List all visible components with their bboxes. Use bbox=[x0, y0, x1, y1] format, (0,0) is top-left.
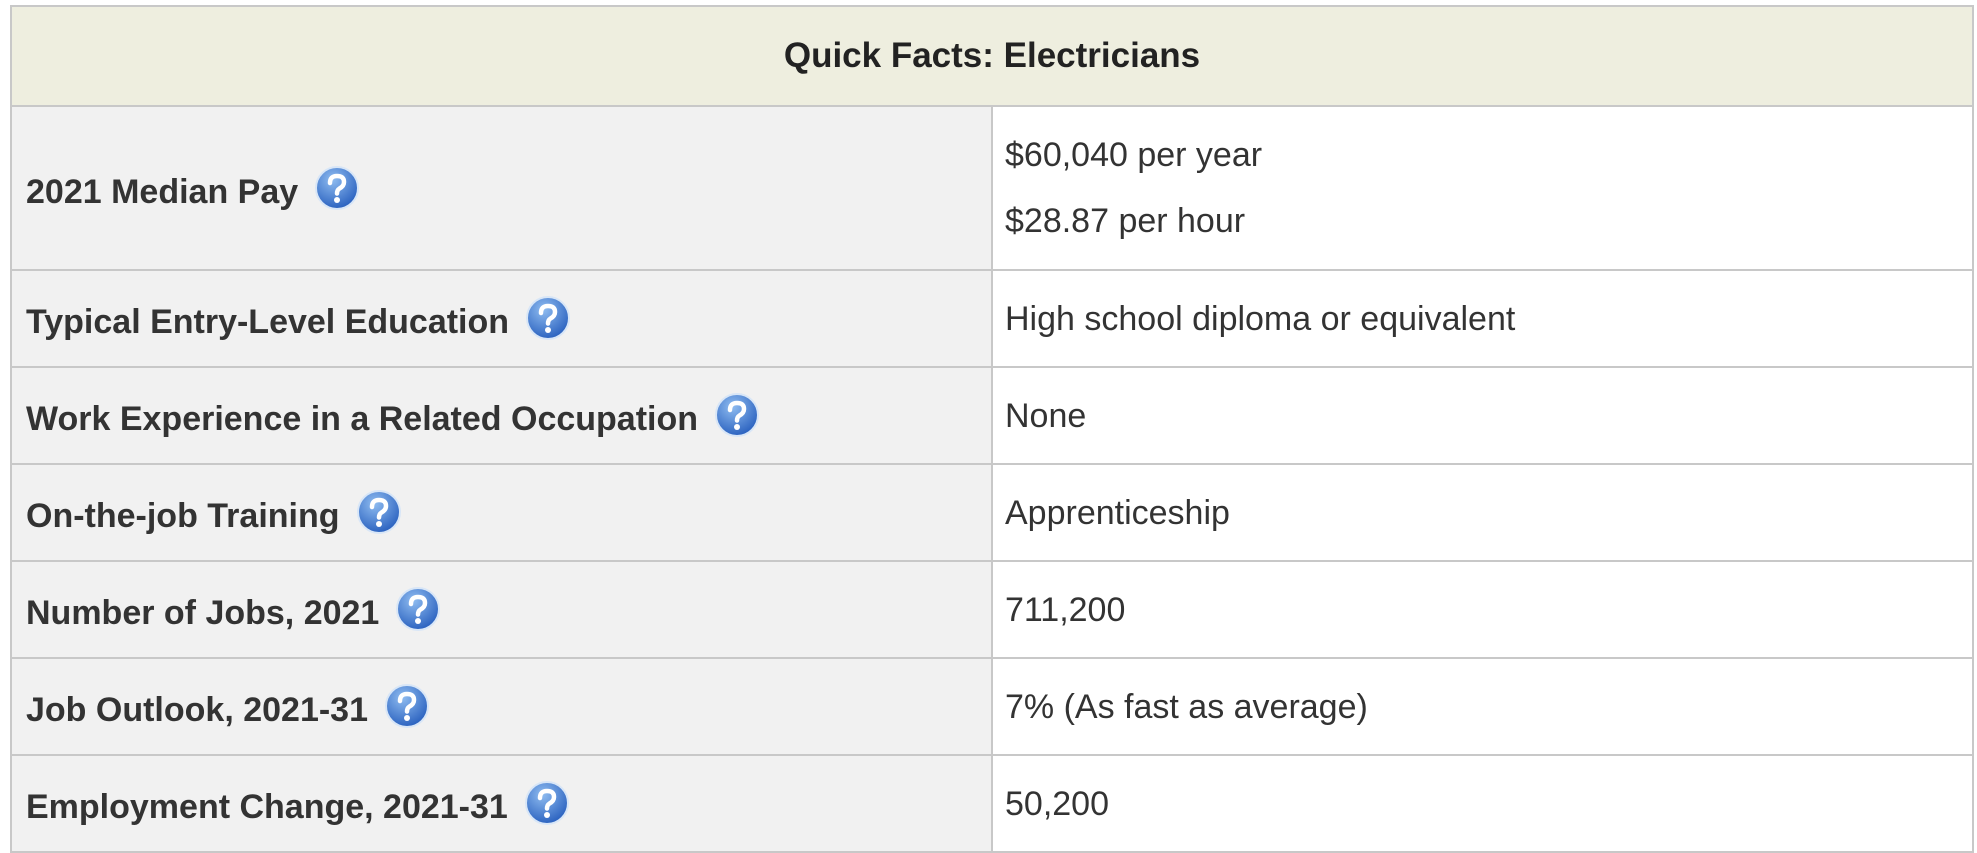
fact-value: 50,200 bbox=[1005, 784, 1109, 823]
fact-label-cell: Number of Jobs, 2021 bbox=[10, 560, 993, 659]
fact-label: 2021 Median Pay bbox=[26, 172, 299, 211]
facts-table: Quick Facts: Electricians 2021 Median Pa… bbox=[10, 5, 1974, 853]
fact-label: On-the-job Training bbox=[26, 497, 340, 535]
fact-value-cell: $60,040 per year $28.87 per hour bbox=[991, 105, 1974, 271]
help-icon[interactable] bbox=[314, 165, 360, 211]
fact-label: Typical Entry-Level Education bbox=[26, 303, 510, 341]
fact-label-cell: Job Outlook, 2021-31 bbox=[10, 657, 993, 756]
help-icon[interactable] bbox=[714, 392, 760, 438]
fact-label-cell: On-the-job Training bbox=[10, 463, 993, 562]
fact-label-cell: Employment Change, 2021-31 bbox=[10, 754, 993, 853]
fact-row: Job Outlook, 2021-31 7% (As fast as avera… bbox=[10, 657, 1974, 756]
fact-row: 2021 Median Pay $60,040 per year $28.87 pe… bbox=[10, 105, 1974, 271]
fact-label: Job Outlook, 2021-31 bbox=[26, 691, 368, 729]
fact-value: Apprenticeship bbox=[1005, 493, 1230, 532]
fact-label: Employment Change, 2021-31 bbox=[26, 788, 508, 826]
fact-label: Work Experience in a Related Occupation bbox=[26, 400, 699, 438]
quick-facts: Quick Facts: Electricians 2021 Median Pa… bbox=[10, 5, 1974, 853]
fact-value: None bbox=[1005, 396, 1087, 435]
fact-value: $28.87 per hour bbox=[1005, 202, 1246, 240]
fact-row: Number of Jobs, 2021 711,200 bbox=[10, 560, 1974, 659]
fact-value: High school diploma or equivalent bbox=[1005, 299, 1516, 338]
fact-label-cell: Work Experience in a Related Occupation bbox=[10, 366, 993, 465]
fact-value-cell: Apprenticeship bbox=[991, 463, 1974, 562]
help-icon[interactable] bbox=[395, 586, 441, 632]
fact-value-cell: None bbox=[991, 366, 1974, 465]
fact-value-cell: 7% (As fast as average) bbox=[991, 657, 1974, 756]
help-icon[interactable] bbox=[525, 295, 571, 341]
fact-row: Employment Change, 2021-31 50,200 bbox=[10, 754, 1974, 853]
fact-value: $60,040 per year bbox=[1005, 136, 1263, 174]
fact-row: Typical Entry-Level Education High school… bbox=[10, 269, 1974, 368]
fact-value: 711,200 bbox=[1005, 590, 1126, 629]
help-icon[interactable] bbox=[356, 489, 402, 535]
fact-label: Number of Jobs, 2021 bbox=[26, 594, 380, 632]
help-icon[interactable] bbox=[524, 780, 570, 826]
fact-row: Work Experience in a Related Occupation N… bbox=[10, 366, 1974, 465]
header-row: Quick Facts: Electricians bbox=[10, 5, 1974, 107]
fact-value-cell: 50,200 bbox=[991, 754, 1974, 853]
fact-value-cell: 711,200 bbox=[991, 560, 1974, 659]
table-title: Quick Facts: Electricians bbox=[10, 5, 1974, 107]
fact-label-cell: 2021 Median Pay bbox=[10, 105, 993, 271]
fact-value: 7% (As fast as average) bbox=[1005, 687, 1368, 726]
fact-label-cell: Typical Entry-Level Education bbox=[10, 269, 993, 368]
fact-value-cell: High school diploma or equivalent bbox=[991, 269, 1974, 368]
help-icon[interactable] bbox=[384, 683, 430, 729]
fact-row: On-the-job Training Apprenticeship bbox=[10, 463, 1974, 562]
